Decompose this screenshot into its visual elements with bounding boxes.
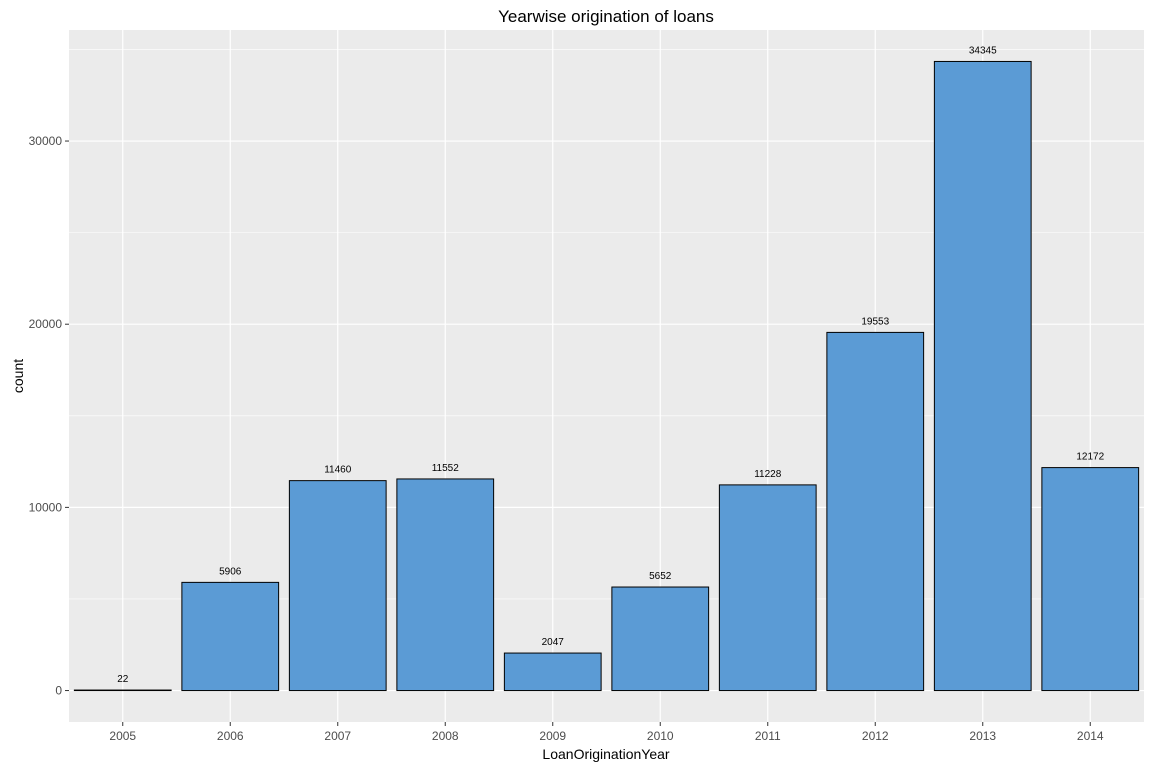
x-tick-label: 2008: [432, 729, 459, 743]
x-axis-title: LoanOriginationYear: [542, 746, 669, 762]
bar-value-label: 19553: [861, 316, 889, 327]
bar-value-label: 11228: [754, 469, 782, 480]
x-tick-label: 2012: [862, 729, 889, 743]
bar: [73, 689, 172, 692]
y-axis: 0 10000 20000 30000: [29, 134, 69, 698]
bar-value-label: 5906: [219, 566, 242, 577]
bar-value-label: 2047: [542, 637, 565, 648]
x-tick-label: 2007: [324, 729, 351, 743]
x-axis: 2005 2006 2007 2008 2009 2010 2011 2012 2013 2014: [109, 722, 1104, 743]
bar: [181, 581, 280, 692]
x-tick-label: 2005: [109, 729, 136, 743]
bar-value-label: 34345: [969, 45, 997, 56]
y-tick-label: 0: [55, 684, 62, 698]
bar: [396, 478, 495, 692]
bar: [503, 652, 602, 692]
x-tick-label: 2006: [217, 729, 244, 743]
y-tick-label: 20000: [29, 317, 63, 331]
chart-title: Yearwise origination of loans: [498, 7, 714, 26]
bar: [933, 60, 1032, 692]
y-axis-title: count: [10, 359, 26, 393]
bar: [288, 480, 387, 692]
y-tick-label: 10000: [29, 500, 63, 514]
bar: [826, 331, 925, 692]
bars-group: [73, 60, 1140, 692]
bar: [611, 586, 710, 692]
bar: [718, 484, 817, 692]
x-tick-label: 2009: [539, 729, 566, 743]
bar-value-label: 12172: [1076, 452, 1104, 463]
x-tick-label: 2014: [1077, 729, 1104, 743]
y-tick-label: 30000: [29, 134, 63, 148]
x-tick-label: 2010: [647, 729, 674, 743]
bar-value-label: 5652: [649, 571, 672, 582]
bar: [1041, 467, 1140, 692]
bar-labels-group: 22 5906 11460 11552 2047 5652 11228 19553 34345 1…: [117, 45, 1104, 685]
bar-value-label: 11552: [432, 463, 460, 474]
bar-value-label: 11460: [324, 465, 352, 476]
bar-value-label: 22: [117, 674, 129, 685]
x-tick-label: 2011: [755, 729, 781, 743]
x-tick-label: 2013: [969, 729, 996, 743]
